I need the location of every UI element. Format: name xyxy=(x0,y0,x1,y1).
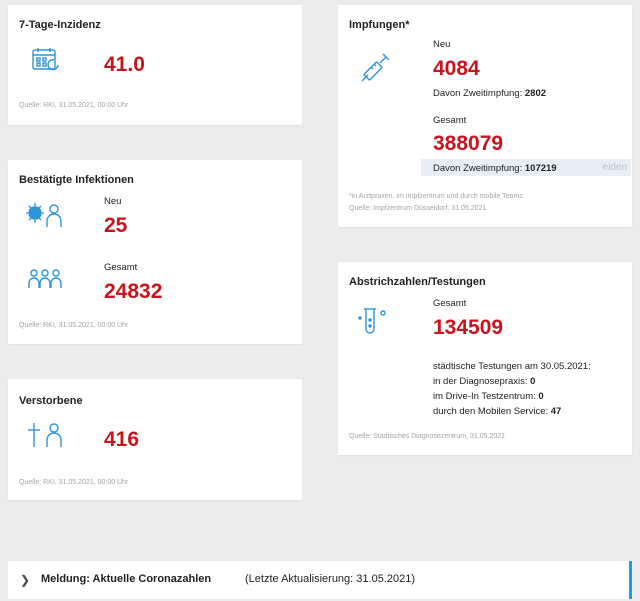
calendar-icon xyxy=(32,47,60,73)
impfungen-new-second-label: Davon Zweitimpfung: xyxy=(433,88,523,99)
meldung-updated: (Letzte Aktualisierung: 31.05.2021) xyxy=(245,573,416,585)
impfungen-card: Impfungen* Neu 4084 Davon Zweitimpfung: … xyxy=(338,5,632,227)
chevron-right-icon[interactable]: ❯ xyxy=(20,573,31,587)
infektionen-card: Bestätigte Infektionen Neu 25 Gesamt 248… xyxy=(8,160,302,344)
impfungen-total-second-label: Davon Zweitimpfung: xyxy=(433,163,523,174)
verstorbene-card: Verstorbene 416 Quelle: RKI, 31.05.2021,… xyxy=(8,379,302,500)
inzidenz-value: 41.0 xyxy=(104,53,145,76)
testungen-line4-value: 47 xyxy=(550,406,562,417)
impfungen-new-second: Davon Zweitimpfung: 2802 xyxy=(433,88,546,99)
impfungen-new-label: Neu xyxy=(433,39,451,50)
verstorbene-value: 416 xyxy=(104,428,140,451)
virus-person-icon xyxy=(26,202,64,228)
testungen-line3-label: im Drive-In Testzentrum: xyxy=(433,391,536,402)
testungen-line2: in der Diagnosepraxis: 0 xyxy=(433,376,535,387)
impfungen-source: Quelle: Impfzentrum Düsseldorf, 31.05.20… xyxy=(349,205,487,212)
infektionen-title: Bestätigte Infektionen xyxy=(19,174,134,186)
testungen-line2-value: 0 xyxy=(530,376,536,387)
cross-person-icon xyxy=(26,421,66,449)
infektionen-new-value: 25 xyxy=(104,214,128,237)
impfungen-total-value: 388079 xyxy=(433,132,504,155)
testungen-line4-label: durch den Mobilen Service: xyxy=(433,406,549,417)
inzidenz-title: 7-Tage-Inzidenz xyxy=(19,19,101,31)
meldung-title: Meldung: Aktuelle Coronazahlen xyxy=(41,573,212,585)
infektionen-total-value: 24832 xyxy=(104,280,163,303)
testungen-line4: durch den Mobilen Service: 47 xyxy=(433,406,561,417)
overlay-ghost-button[interactable]: eiden xyxy=(421,159,631,176)
inzidenz-source: Quelle: RKI, 31.05.2021, 00:00 Uhr xyxy=(19,102,129,109)
testungen-line2-label: in der Diagnosepraxis: xyxy=(433,376,528,387)
testungen-title: Abstrichzahlen/Testungen xyxy=(349,276,486,288)
inzidenz-card: 7-Tage-Inzidenz 41.0 Quelle: RKI, 31.05.… xyxy=(8,5,302,125)
test-tube-icon xyxy=(358,306,388,336)
infektionen-total-label: Gesamt xyxy=(104,262,138,273)
testungen-source: Quelle: Städtisches Diagnosezentrum, 31.… xyxy=(349,433,506,440)
meldung-accordion[interactable]: ❯ Meldung: Aktuelle Coronazahlen (Letzte… xyxy=(8,561,632,599)
testungen-line1: städtische Testungen am 30.05.2021: xyxy=(433,361,591,372)
testungen-line3-value: 0 xyxy=(538,391,544,402)
impfungen-total-label: Gesamt xyxy=(433,115,467,126)
impfungen-total-second: Davon Zweitimpfung: 107219 xyxy=(433,163,557,174)
syringe-icon xyxy=(360,53,390,83)
impfungen-title: Impfungen* xyxy=(349,19,410,31)
testungen-total-label: Gesamt xyxy=(433,298,467,309)
testungen-total-value: 134509 xyxy=(433,316,504,339)
testungen-card: Abstrichzahlen/Testungen Gesamt 134509 s… xyxy=(338,262,632,455)
infektionen-new-label: Neu xyxy=(104,196,122,207)
verstorbene-title: Verstorbene xyxy=(19,395,83,407)
impfungen-new-second-value: 2802 xyxy=(524,88,547,99)
infektionen-source: Quelle: RKI, 31.05.2021, 00:00 Uhr xyxy=(19,322,129,329)
impfungen-total-second-value: 107219 xyxy=(524,163,557,174)
impfungen-new-value: 4084 xyxy=(433,57,480,80)
group-icon xyxy=(28,268,62,290)
overlay-ghost-label: eiden xyxy=(602,162,627,173)
impfungen-footnote: *in Arztpraxen, im Impfzentrum und durch… xyxy=(349,193,523,200)
testungen-line3: im Drive-In Testzentrum: 0 xyxy=(433,391,544,402)
verstorbene-source: Quelle: RKI, 31.05.2021, 00:00 Uhr xyxy=(19,479,129,486)
